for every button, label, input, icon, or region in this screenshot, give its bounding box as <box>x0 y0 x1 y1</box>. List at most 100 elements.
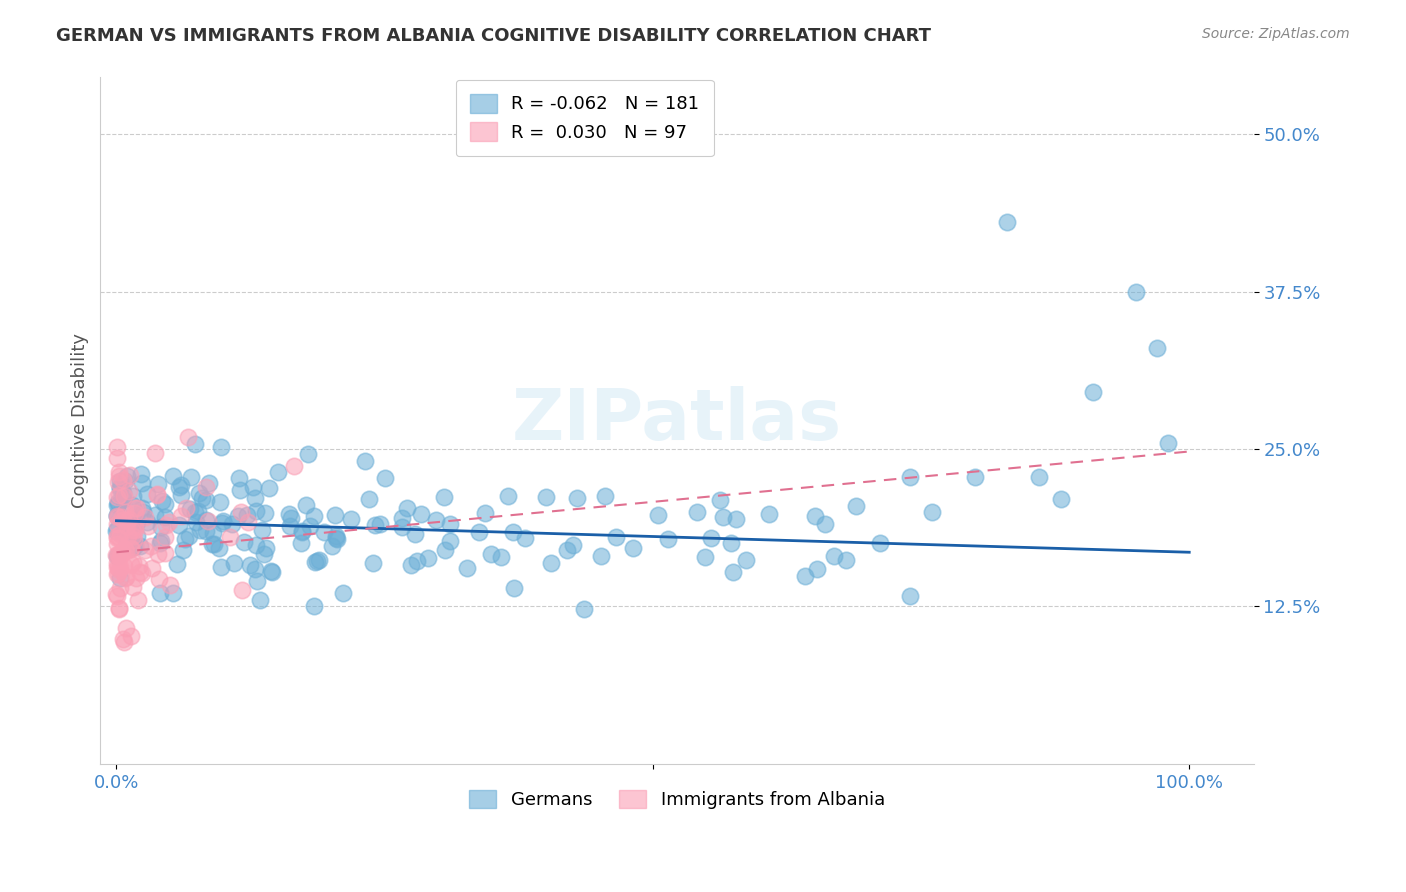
Point <box>105 586 128 600</box>
Point <box>540 556 562 570</box>
Point <box>155 546 177 560</box>
Point <box>1049 492 1071 507</box>
Point <box>290 535 312 549</box>
Point <box>561 538 583 552</box>
Point <box>254 541 277 555</box>
Point <box>325 529 347 543</box>
Point <box>198 475 221 490</box>
Point <box>921 505 943 519</box>
Point <box>845 500 868 514</box>
Point <box>111 473 134 487</box>
Point <box>735 553 758 567</box>
Point <box>111 491 134 506</box>
Point <box>122 533 145 548</box>
Point <box>105 517 128 532</box>
Point <box>125 570 148 584</box>
Point <box>136 487 159 501</box>
Point <box>404 526 426 541</box>
Point <box>125 515 148 529</box>
Point <box>169 480 191 494</box>
Point <box>105 549 128 563</box>
Text: Source: ZipAtlas.com: Source: ZipAtlas.com <box>1202 27 1350 41</box>
Point <box>399 558 422 572</box>
Point <box>105 522 128 536</box>
Point <box>565 491 588 506</box>
Point <box>105 499 128 513</box>
Point <box>111 486 134 500</box>
Point <box>391 520 413 534</box>
Point <box>758 507 780 521</box>
Point <box>245 538 267 552</box>
Point <box>187 504 209 518</box>
Point <box>146 477 169 491</box>
Point <box>125 500 148 515</box>
Point <box>143 446 166 460</box>
Point <box>325 531 347 545</box>
Point <box>146 547 169 561</box>
Point <box>194 480 217 494</box>
Point <box>835 553 858 567</box>
Point <box>321 540 343 554</box>
Point <box>131 501 153 516</box>
Point <box>114 542 136 557</box>
Point <box>353 453 375 467</box>
Point <box>110 510 132 524</box>
Point <box>105 548 128 562</box>
Point <box>108 480 131 494</box>
Point <box>150 493 173 508</box>
Point <box>111 513 134 527</box>
Point <box>202 537 225 551</box>
Point <box>108 469 131 483</box>
Point <box>131 476 153 491</box>
Point <box>418 551 440 566</box>
Point <box>291 524 314 539</box>
Point <box>1081 385 1104 400</box>
Point <box>166 557 188 571</box>
Point <box>173 532 195 546</box>
Text: ZIPatlas: ZIPatlas <box>512 386 842 455</box>
Point <box>149 533 172 548</box>
Point <box>117 529 139 543</box>
Point <box>162 586 184 600</box>
Point <box>621 541 644 556</box>
Point <box>814 517 837 532</box>
Point <box>120 468 142 483</box>
Point <box>188 523 211 537</box>
Point <box>572 602 595 616</box>
Point <box>302 599 325 613</box>
Point <box>110 527 132 541</box>
Point <box>122 513 145 527</box>
Point <box>257 481 280 495</box>
Point <box>308 552 330 566</box>
Point <box>127 593 149 607</box>
Point <box>107 475 129 490</box>
Point <box>108 571 131 585</box>
Point <box>105 532 128 546</box>
Point <box>120 629 142 643</box>
Point <box>112 489 135 503</box>
Point <box>107 465 129 479</box>
Point <box>129 565 152 579</box>
Point <box>149 586 172 600</box>
Point <box>280 511 302 525</box>
Point <box>115 519 138 533</box>
Point <box>143 508 166 522</box>
Point <box>172 543 194 558</box>
Point <box>299 519 322 533</box>
Point <box>149 536 172 550</box>
Text: GERMAN VS IMMIGRANTS FROM ALBANIA COGNITIVE DISABILITY CORRELATION CHART: GERMAN VS IMMIGRANTS FROM ALBANIA COGNIT… <box>56 27 931 45</box>
Point <box>245 504 267 518</box>
Point <box>823 549 845 563</box>
Point <box>112 559 135 574</box>
Point <box>222 557 245 571</box>
Point <box>111 545 134 559</box>
Point <box>107 510 129 524</box>
Point <box>122 555 145 569</box>
Point <box>304 555 326 569</box>
Point <box>145 488 167 502</box>
Point <box>183 436 205 450</box>
Point <box>709 493 731 508</box>
Point <box>110 547 132 561</box>
Point <box>105 508 128 523</box>
Point <box>326 533 349 547</box>
